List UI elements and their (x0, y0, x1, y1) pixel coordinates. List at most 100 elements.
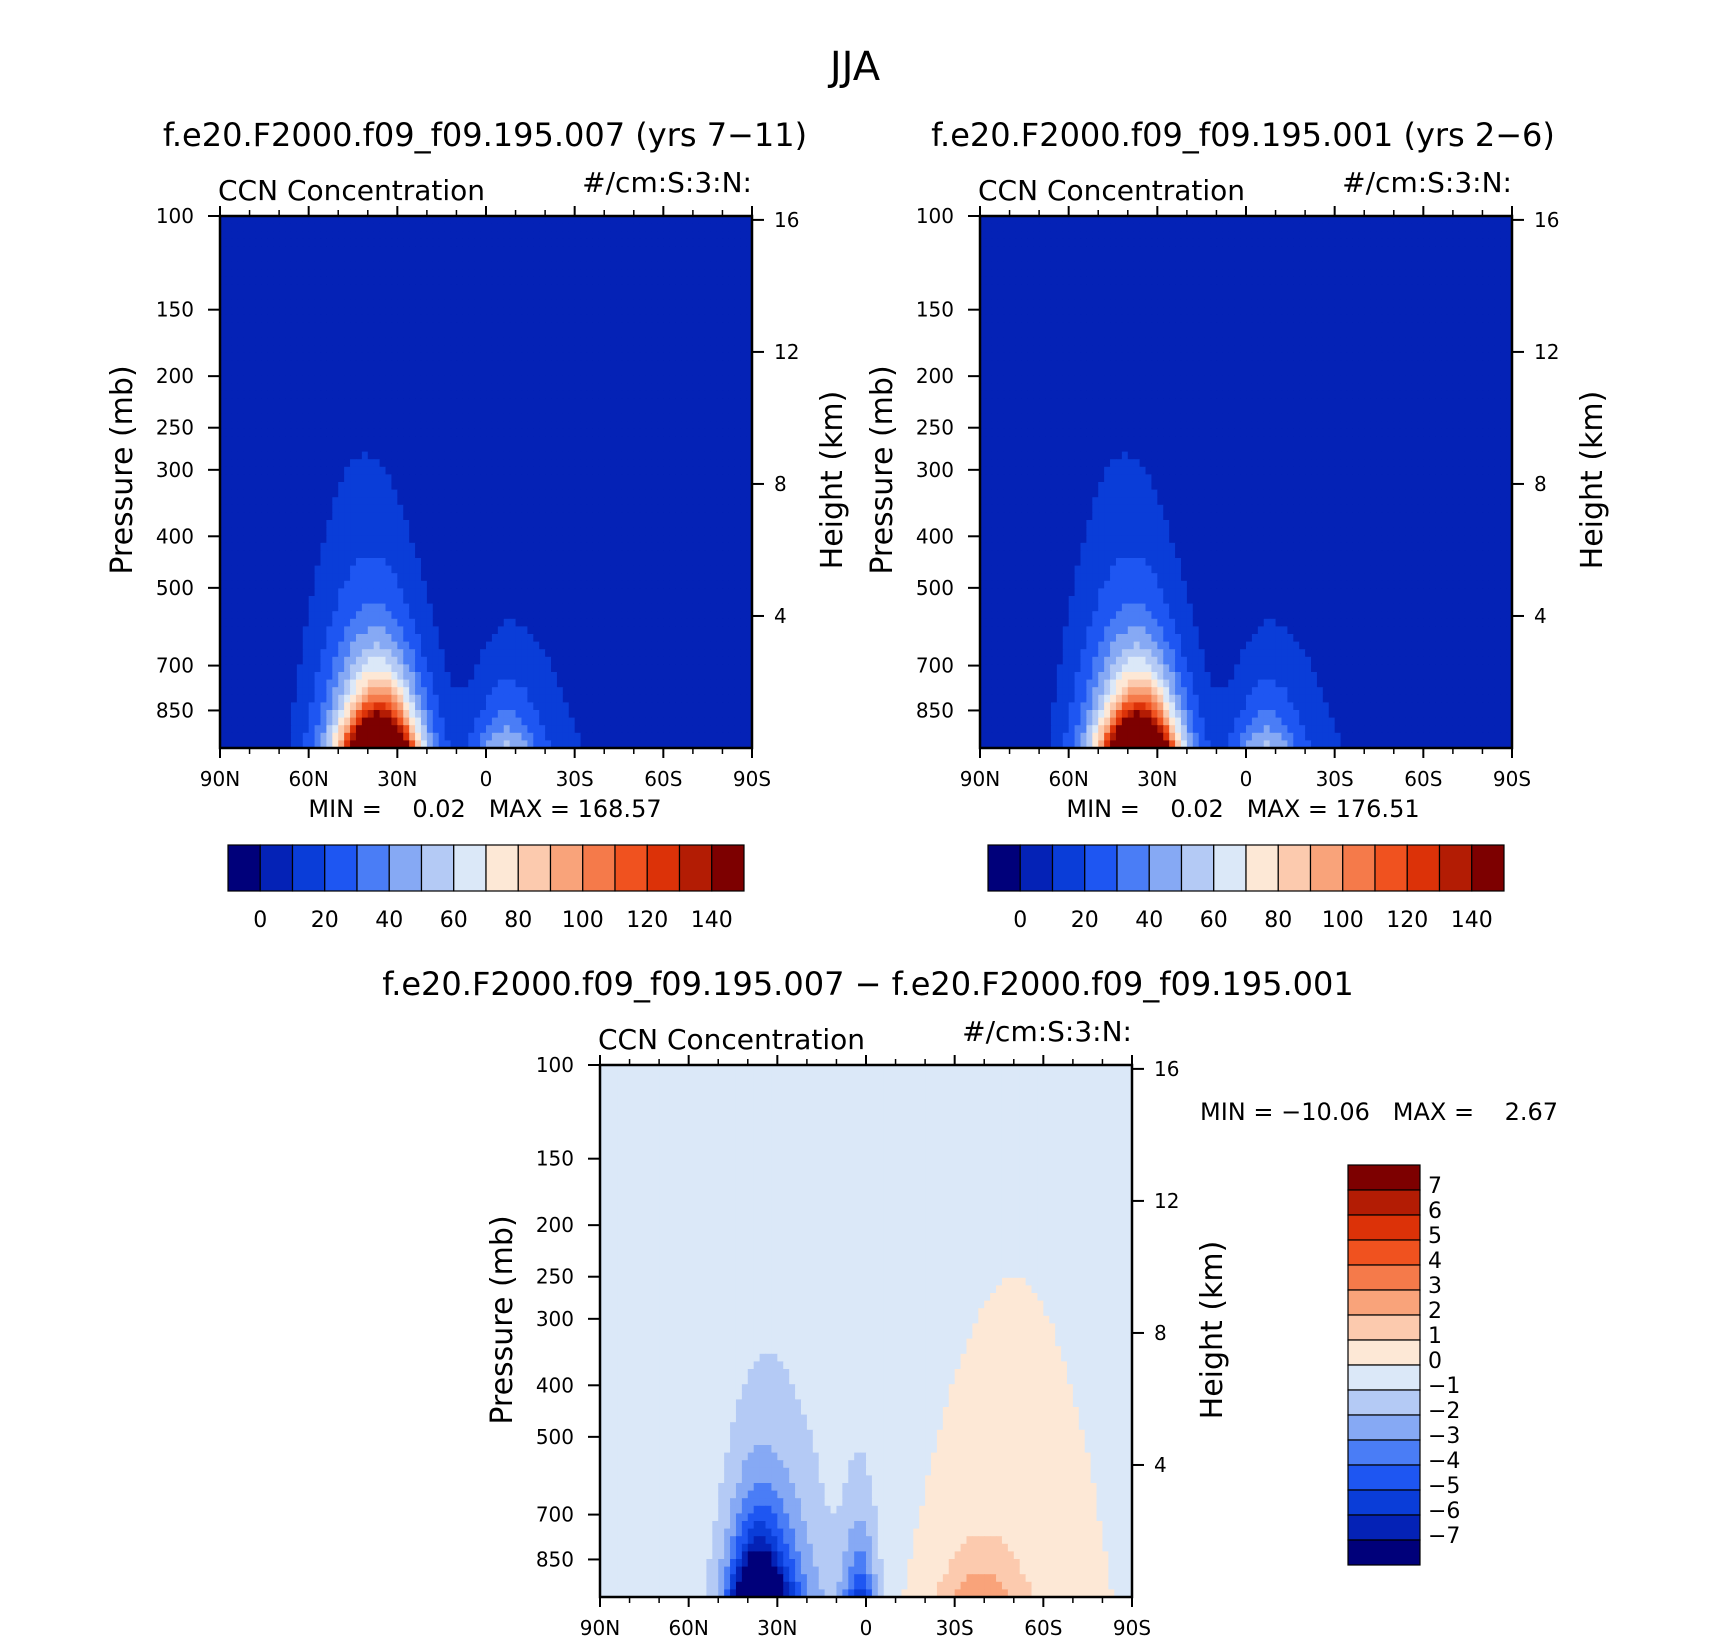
heatmap-cell (639, 497, 647, 506)
heatmap-cell (444, 322, 452, 331)
heatmap-cell (237, 482, 245, 491)
heatmap-cell (302, 573, 310, 582)
heatmap-cell (367, 299, 375, 308)
heatmap-cell (367, 314, 375, 323)
heatmap-cell (314, 588, 322, 597)
heatmap-cell (486, 375, 493, 384)
heatmap-cell (279, 292, 286, 301)
heatmap-cell (432, 360, 440, 369)
heatmap-cell (225, 482, 233, 491)
heatmap-cell (633, 322, 641, 331)
heatmap-cell (681, 527, 688, 536)
heatmap-cell (686, 527, 694, 536)
heatmap-cell (462, 238, 469, 247)
heatmap-cell (385, 634, 393, 643)
heatmap-cell (225, 634, 233, 643)
heatmap-cell (621, 497, 629, 506)
heatmap-cell (420, 512, 428, 521)
heatmap-cell (610, 542, 617, 551)
heatmap-cell (616, 231, 623, 240)
heatmap-cell (314, 573, 322, 582)
heatmap-cell (486, 489, 493, 498)
heatmap-cell (249, 588, 257, 597)
heatmap-cell (645, 444, 653, 453)
heatmap-cell (285, 451, 292, 460)
heatmap-cell (722, 444, 729, 453)
heatmap-cell (663, 573, 670, 582)
heatmap-cell (645, 520, 653, 529)
heatmap-cell (225, 246, 233, 255)
heatmap-cell (686, 216, 694, 225)
heatmap-cell (503, 482, 511, 491)
heatmap-cell (639, 611, 647, 620)
heatmap-cell (237, 299, 245, 308)
heatmap-cell (344, 375, 351, 384)
heatmap-cell (598, 618, 605, 627)
heatmap-cell (592, 337, 599, 346)
heatmap-cell (692, 451, 700, 460)
heatmap-cell (586, 535, 593, 544)
heatmap-cell (562, 550, 570, 559)
heatmap-cell (663, 360, 670, 369)
heatmap-cell (432, 269, 440, 278)
heatmap-cell (616, 603, 623, 612)
heatmap-cell (651, 269, 659, 278)
heatmap-cell (397, 216, 404, 225)
heatmap-cell (509, 345, 517, 354)
heatmap-cell (527, 360, 534, 369)
heatmap-cell (539, 482, 546, 491)
heatmap-cell (698, 489, 706, 498)
heatmap-cell (521, 436, 528, 445)
heatmap-cell (627, 383, 635, 392)
heatmap-cell (503, 504, 511, 513)
heatmap-cell (444, 634, 452, 643)
heatmap-cell (426, 542, 434, 551)
heatmap-cell (480, 390, 487, 399)
heatmap-cell (639, 238, 647, 247)
heatmap-cell (273, 368, 280, 377)
heatmap-cell (279, 504, 286, 513)
heatmap-cell (621, 375, 629, 384)
heatmap-cell (308, 330, 316, 339)
heatmap-cell (515, 504, 523, 513)
heatmap-cell (645, 512, 653, 521)
heatmap-cell (444, 550, 452, 559)
heatmap-cell (746, 527, 753, 536)
heatmap-cell (686, 261, 694, 270)
heatmap-cell (231, 406, 239, 415)
heatmap-cell (669, 352, 676, 361)
heatmap-cell (610, 246, 617, 255)
heatmap-cell (267, 413, 274, 422)
heatmap-cell (698, 611, 706, 620)
heatmap-cell (621, 406, 629, 415)
heatmap-cell (231, 299, 239, 308)
heatmap-cell (621, 246, 629, 255)
heatmap-cell (716, 292, 724, 301)
heatmap-cell (267, 216, 274, 225)
heatmap-cell (261, 451, 268, 460)
heatmap-cell (462, 596, 469, 605)
heatmap-cell (279, 299, 286, 308)
heatmap-cell (574, 428, 582, 437)
heatmap-cell (409, 330, 416, 339)
heatmap-cell (273, 626, 280, 635)
heatmap-cell (308, 345, 316, 354)
heatmap-cell (669, 284, 676, 293)
heatmap-cell (456, 390, 463, 399)
heatmap-cell (249, 269, 257, 278)
heatmap-cell (456, 276, 463, 285)
heatmap-cell (332, 558, 339, 567)
heatmap-cell (598, 428, 605, 437)
heatmap-cell (562, 444, 570, 453)
heatmap-cell (556, 626, 564, 635)
heatmap-cell (722, 611, 729, 620)
heatmap-cell (746, 466, 753, 475)
heatmap-cell (604, 383, 611, 392)
heatmap-cell (231, 261, 239, 270)
heatmap-cell (521, 284, 528, 293)
heatmap-cell (586, 246, 593, 255)
heatmap-cell (633, 482, 641, 491)
heatmap-cell (367, 542, 375, 551)
heatmap-cell (379, 421, 387, 430)
heatmap-cell (344, 482, 351, 491)
